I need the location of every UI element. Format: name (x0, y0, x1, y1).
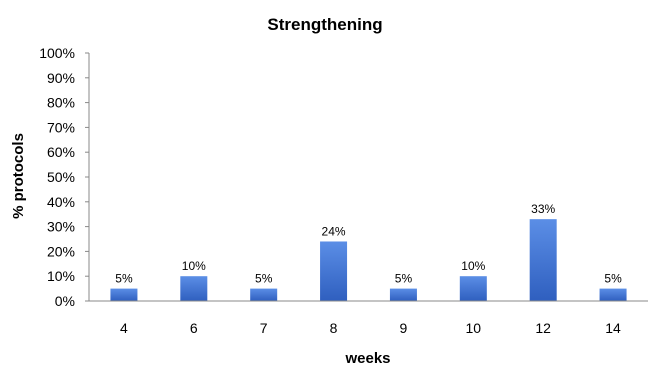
y-tick-label: 0% (55, 293, 75, 309)
data-label-12: 33% (531, 202, 555, 216)
data-label-7: 5% (255, 272, 273, 286)
y-tick-label: 100% (39, 45, 75, 61)
data-label-14: 5% (604, 272, 622, 286)
y-tick-label: 20% (47, 243, 75, 259)
data-label-6: 10% (182, 259, 206, 273)
y-tick-label: 60% (47, 144, 75, 160)
chart-title: Strengthening (267, 15, 382, 34)
bar-7 (250, 288, 278, 301)
y-tick-label: 70% (47, 119, 75, 135)
bar-12 (529, 219, 557, 301)
y-tick-label: 90% (47, 70, 75, 86)
bar-4 (110, 288, 138, 301)
data-label-4: 5% (115, 272, 133, 286)
x-tick-label: 7 (260, 320, 268, 336)
y-axis-label: % protocols (10, 133, 27, 219)
y-tick-label: 30% (47, 219, 75, 235)
data-label-10: 10% (461, 259, 485, 273)
bar-8 (320, 241, 348, 301)
x-tick-label: 8 (330, 320, 338, 336)
y-tick-label: 40% (47, 194, 75, 210)
x-axis: 4 6 7 8 9 10 12 14 (89, 300, 648, 336)
x-tick-label: 6 (190, 320, 198, 336)
x-tick-label: 9 (400, 320, 408, 336)
y-tick-label: 80% (47, 95, 75, 111)
bar-10 (459, 276, 487, 301)
data-label-8: 24% (322, 224, 346, 238)
x-tick-label: 10 (466, 320, 482, 336)
bar-9 (389, 288, 417, 301)
y-tick-label: 10% (47, 268, 75, 284)
x-tick-label: 4 (120, 320, 128, 336)
y-tick-label: 50% (47, 169, 75, 185)
y-axis: 0% 10% 20% 30% 40% 50% 60% 70% 80% 90% 100% (39, 45, 90, 309)
data-label-9: 5% (395, 272, 413, 286)
x-tick-label: 12 (535, 320, 551, 336)
bars: 5% 10% 5% 24% 5% 10% 33% 5% (110, 202, 627, 301)
x-tick-label: 14 (605, 320, 621, 336)
bar-14 (599, 288, 627, 301)
bar-6 (180, 276, 208, 301)
x-axis-label: weeks (344, 350, 390, 367)
